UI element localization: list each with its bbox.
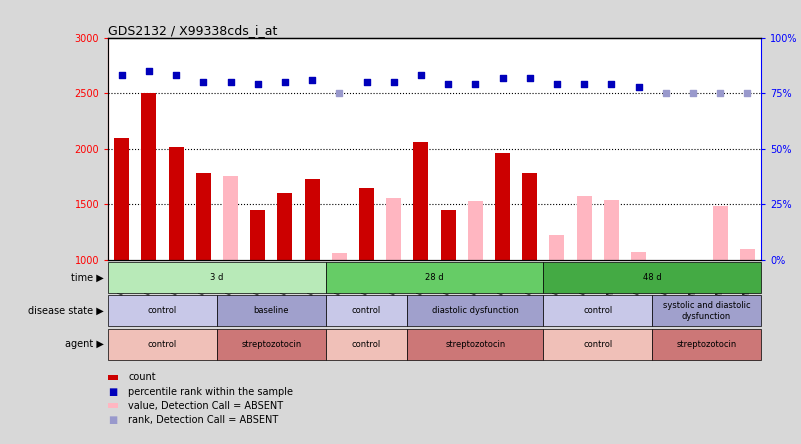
Bar (115, 138, 129, 260)
Bar (441, 210, 456, 260)
Bar (495, 153, 510, 260)
Bar (304, 179, 320, 260)
Bar (549, 235, 565, 260)
Text: control: control (583, 306, 613, 315)
Bar (386, 198, 401, 260)
Text: ■: ■ (108, 387, 118, 396)
Text: 48 d: 48 d (643, 273, 662, 282)
Point (523, 74, 536, 81)
Text: rank, Detection Call = ABSENT: rank, Detection Call = ABSENT (128, 415, 279, 425)
Bar (468, 201, 483, 260)
Text: 3 d: 3 d (210, 273, 223, 282)
Point (306, 76, 319, 83)
Text: control: control (148, 306, 177, 315)
Text: diastolic dysfunction: diastolic dysfunction (432, 306, 519, 315)
Point (279, 79, 292, 86)
Text: agent ▶: agent ▶ (65, 339, 104, 349)
Bar (522, 173, 537, 260)
Point (388, 79, 400, 86)
Point (360, 79, 373, 86)
Point (469, 81, 481, 88)
Text: time ▶: time ▶ (71, 273, 104, 282)
Point (605, 81, 618, 88)
Text: baseline: baseline (254, 306, 289, 315)
Bar (713, 206, 727, 260)
Point (659, 90, 672, 97)
Bar (359, 188, 374, 260)
Bar (223, 177, 238, 260)
Text: control: control (583, 340, 613, 349)
Text: control: control (352, 340, 381, 349)
Point (441, 81, 454, 88)
Point (170, 72, 183, 79)
Text: systolic and diastolic
dysfunction: systolic and diastolic dysfunction (662, 301, 751, 321)
Bar (277, 193, 292, 260)
Text: count: count (128, 373, 155, 382)
Bar (631, 252, 646, 260)
Bar (142, 93, 156, 260)
Text: value, Detection Call = ABSENT: value, Detection Call = ABSENT (128, 401, 284, 411)
Bar (250, 210, 265, 260)
Point (115, 72, 128, 79)
Point (578, 81, 590, 88)
Text: streptozotocin: streptozotocin (445, 340, 505, 349)
Bar (413, 142, 429, 260)
Text: ■: ■ (108, 415, 118, 425)
Bar (196, 173, 211, 260)
Text: percentile rank within the sample: percentile rank within the sample (128, 387, 293, 396)
Bar (332, 253, 347, 260)
Bar (577, 196, 592, 260)
Text: streptozotocin: streptozotocin (676, 340, 737, 349)
Bar (740, 249, 755, 260)
Point (333, 90, 346, 97)
Point (550, 81, 563, 88)
Text: disease state ▶: disease state ▶ (28, 306, 104, 316)
Text: GDS2132 / X99338cds_i_at: GDS2132 / X99338cds_i_at (108, 24, 277, 36)
Point (415, 72, 428, 79)
Point (496, 74, 509, 81)
Point (741, 90, 754, 97)
Point (224, 79, 237, 86)
Bar (169, 147, 183, 260)
Point (197, 79, 210, 86)
Text: control: control (352, 306, 381, 315)
Point (252, 81, 264, 88)
Point (143, 67, 155, 75)
Bar (604, 200, 619, 260)
Text: 28 d: 28 d (425, 273, 444, 282)
Point (714, 90, 727, 97)
Point (686, 90, 699, 97)
Text: streptozotocin: streptozotocin (241, 340, 301, 349)
Text: control: control (148, 340, 177, 349)
Point (632, 83, 645, 90)
